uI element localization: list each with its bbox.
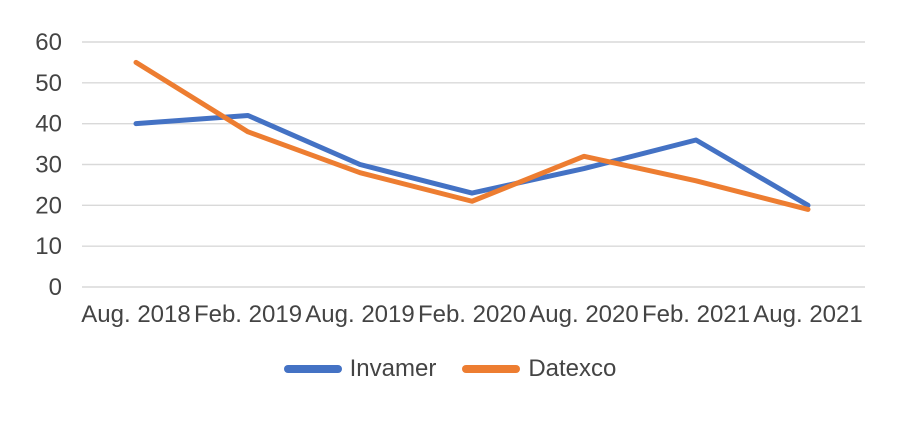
series-line-datexco: [133, 59, 811, 212]
legend-item-invamer: Invamer: [283, 355, 437, 382]
x-axis-label: Feb. 2019: [194, 301, 302, 328]
x-axis-label: Aug. 2019: [305, 301, 414, 328]
y-tick-label: 0: [49, 274, 62, 301]
y-tick-label: 30: [35, 152, 62, 179]
series-line-invamer: [133, 113, 811, 208]
chart-legend: Invamer Datexco: [0, 355, 900, 382]
x-axis-label: Aug. 2018: [81, 301, 190, 328]
x-axis-label: Aug. 2021: [753, 301, 862, 328]
y-tick-label: 60: [35, 29, 62, 56]
x-axis-label: Feb. 2021: [642, 301, 750, 328]
legend-label-datexco: Datexco: [528, 355, 617, 382]
invamer-line-swatch-icon: [283, 365, 342, 373]
datexco-line-swatch-icon: [462, 365, 521, 373]
x-axis-label: Feb. 2020: [418, 301, 526, 328]
x-axis-label: Aug. 2020: [529, 301, 638, 328]
y-tick-label: 50: [35, 70, 62, 97]
legend-item-datexco: Datexco: [462, 355, 617, 382]
y-tick-label: 10: [35, 233, 62, 260]
y-tick-label: 40: [35, 111, 62, 138]
legend-label-invamer: Invamer: [349, 355, 437, 382]
y-tick-label: 20: [35, 192, 62, 219]
